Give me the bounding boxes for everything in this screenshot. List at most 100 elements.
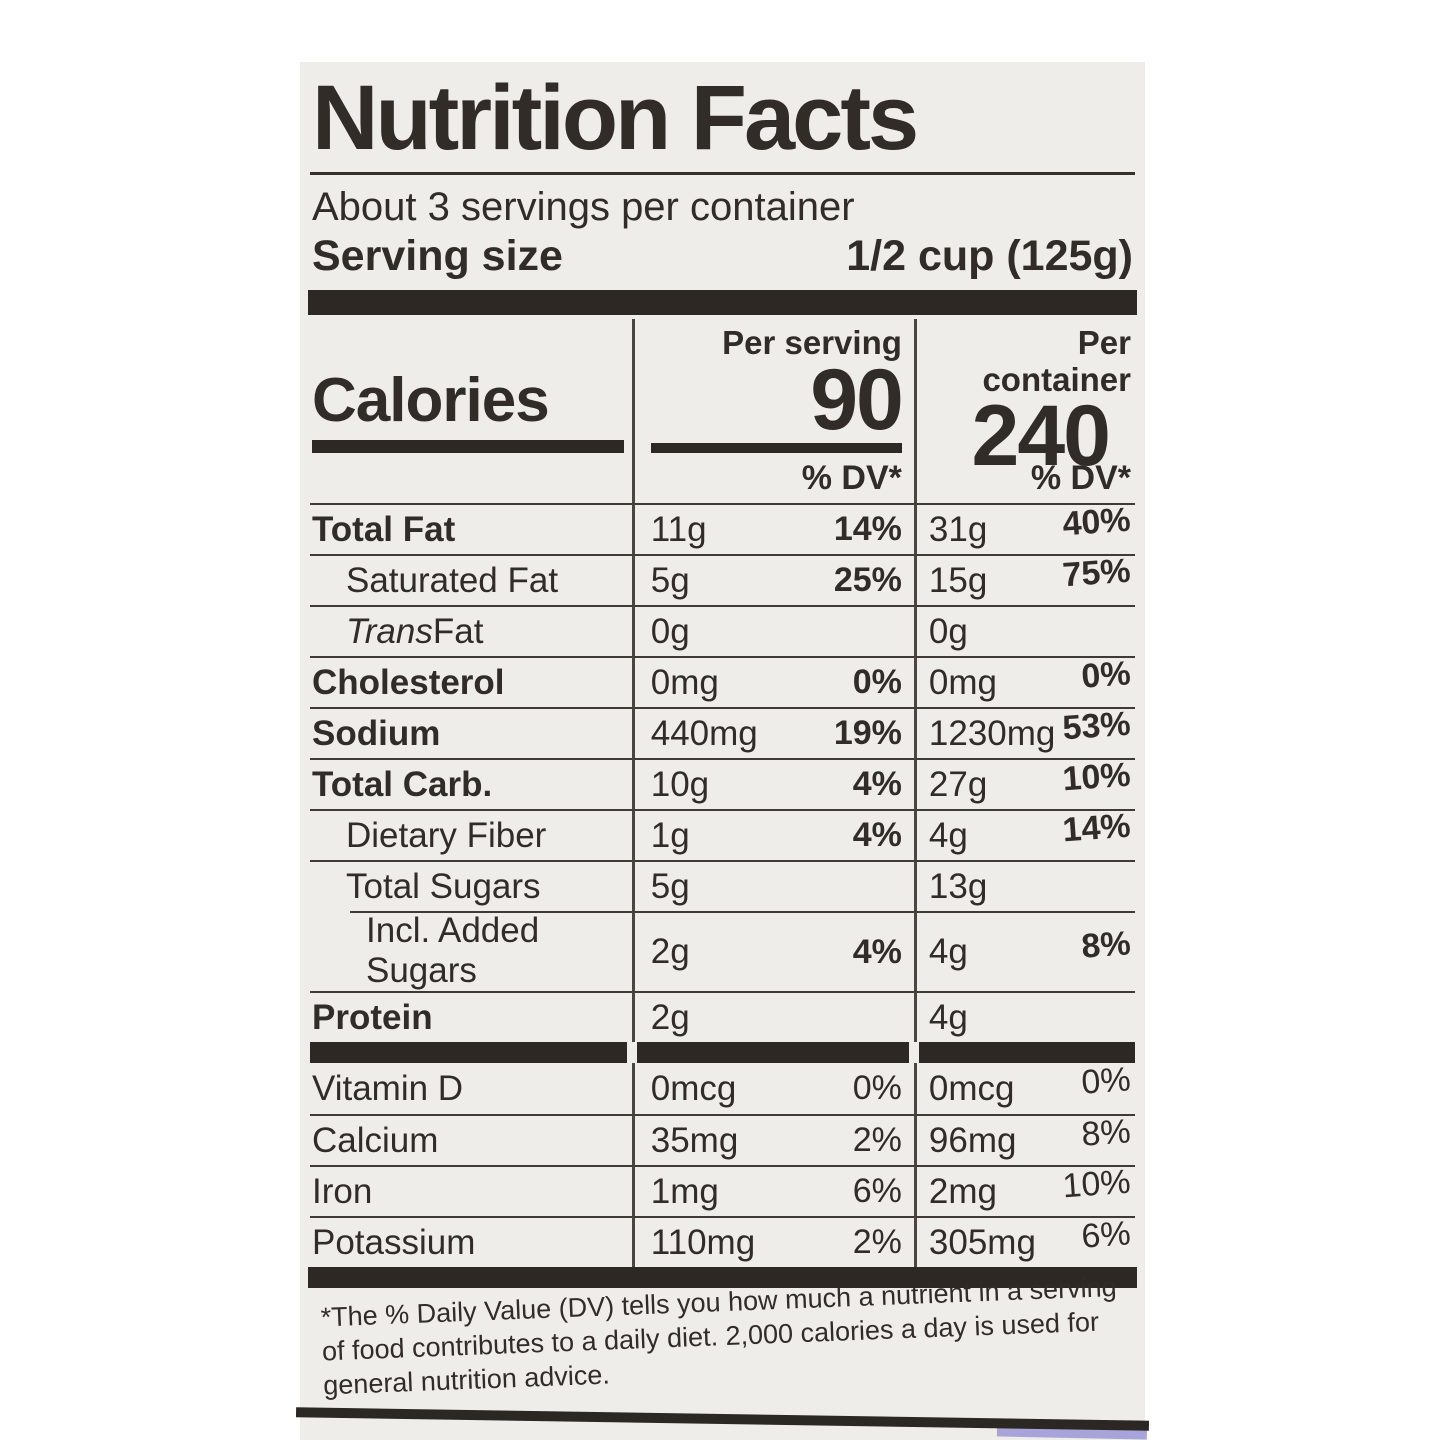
amount: 27g xyxy=(928,764,988,804)
calories-rule xyxy=(312,440,624,454)
daily-value-percent: 6% xyxy=(852,1172,902,1211)
nutrient-name-trans-fat: Trans Fat xyxy=(310,605,632,656)
bar xyxy=(636,1042,909,1064)
per-container-potassium: 305mg 6% xyxy=(913,1214,1135,1268)
section-bar-bottom xyxy=(308,1267,1137,1289)
label-bottom-edge-zone xyxy=(295,1404,1150,1440)
per-container-dietary-fiber: 4g 14% xyxy=(913,806,1135,861)
daily-value-percent: 4% xyxy=(852,765,902,804)
amount: 440mg xyxy=(650,713,758,753)
per-serving-header: Per serving xyxy=(722,324,902,362)
per-serving-calcium: 35mg 2% xyxy=(631,1114,914,1166)
label-edge-line xyxy=(295,1406,1150,1431)
daily-value-percent: 4% xyxy=(852,816,902,855)
amount: 1g xyxy=(650,815,690,855)
nutrient-name-potassium: Potassium xyxy=(310,1216,632,1267)
amount: 5g xyxy=(650,560,690,600)
per-serving-sodium: 440mg 19% xyxy=(631,707,914,759)
amount: 5g xyxy=(650,866,690,906)
nutrient-name-sodium: Sodium xyxy=(310,707,632,758)
serving-size-row: Serving size 1/2 cup (125g) xyxy=(312,232,1133,280)
per-serving-vitamin-d: 0mcg 0% xyxy=(631,1063,914,1115)
amount: 0mcg xyxy=(928,1068,1015,1108)
amount: 0mcg xyxy=(650,1068,737,1108)
nutrient-name-dietary-fiber: Dietary Fiber xyxy=(310,809,632,860)
per-container-incl-added-sugars: 4g 8% xyxy=(913,911,1135,992)
label-title: Nutrition Facts xyxy=(312,67,919,169)
per-serving-saturated-fat: 5g 25% xyxy=(631,554,914,606)
serving-size-label: Serving size xyxy=(312,232,563,280)
daily-value-percent: 8% xyxy=(1080,1112,1132,1154)
per-container-total-carb: 27g 10% xyxy=(913,755,1135,810)
amount: 4g xyxy=(928,815,968,855)
per-container-trans-fat: 0g xyxy=(913,605,1135,657)
per-serving-iron: 1mg 6% xyxy=(631,1165,914,1217)
amount: 4g xyxy=(928,997,968,1037)
nutrition-facts-label: Nutrition Facts About 3 servings per con… xyxy=(295,62,1150,1440)
dv-header-per-serving: % DV* xyxy=(631,453,914,504)
daily-value-percent: 10% xyxy=(1061,755,1132,799)
amount: 0g xyxy=(928,611,968,651)
daily-value-percent: 14% xyxy=(1061,806,1132,850)
nutrient-name-total-fat: Total Fat xyxy=(310,503,632,554)
amount: 0g xyxy=(650,611,690,651)
serving-size-value: 1/2 cup (125g) xyxy=(846,232,1133,280)
per-serving-total-sugars: 5g xyxy=(631,860,914,912)
nutrient-name-calcium: Calcium xyxy=(310,1114,632,1165)
daily-value-percent: 2% xyxy=(852,1121,902,1160)
daily-value-percent: 0% xyxy=(1080,1060,1132,1102)
amount: 0mg xyxy=(650,662,719,702)
nutrient-name-iron: Iron xyxy=(310,1165,632,1216)
daily-value-percent: 6% xyxy=(1080,1214,1132,1256)
dv-header-spacer xyxy=(310,453,632,503)
amount: 13g xyxy=(928,866,988,906)
nutrient-name-total-carb: Total Carb. xyxy=(310,758,632,809)
amount: 2mg xyxy=(928,1171,997,1211)
amount: 1mg xyxy=(650,1171,719,1211)
section-bar-mid-segment xyxy=(310,1042,632,1064)
per-container-iron: 2mg 10% xyxy=(913,1163,1135,1217)
amount: 0mg xyxy=(928,662,997,702)
amount: 35mg xyxy=(650,1120,739,1160)
per-serving-cholesterol: 0mg 0% xyxy=(631,656,914,708)
amount: 11g xyxy=(650,509,707,549)
nutrient-name-protein: Protein xyxy=(310,991,632,1042)
daily-value-percent: 0% xyxy=(852,663,902,702)
daily-value-percent: 25% xyxy=(833,561,902,600)
nutrient-name-incl-added-sugars: Incl. Added Sugars xyxy=(310,911,632,991)
calories-per-serving-value: 90 xyxy=(810,351,904,448)
amount: 2g xyxy=(650,997,690,1037)
daily-value-percent: 19% xyxy=(833,714,902,753)
dv-header-per-container: % DV* xyxy=(913,453,1135,504)
per-serving-total-fat: 11g 14% xyxy=(631,503,914,555)
amount: 10g xyxy=(650,764,710,804)
nutrient-name-saturated-fat: Saturated Fat xyxy=(310,554,632,605)
daily-value-percent: 0% xyxy=(1080,654,1132,696)
calories-per-container-cell: Per container 240 xyxy=(913,319,1135,479)
per-serving-trans-fat: 0g xyxy=(631,605,914,657)
per-container-total-fat: 31g 40% xyxy=(913,501,1135,555)
per-container-protein: 4g xyxy=(913,991,1135,1043)
section-bar-mid-segment xyxy=(914,1042,1135,1064)
nutrient-name-total-sugars: Total Sugars xyxy=(310,860,632,911)
amount: 15g xyxy=(928,560,988,600)
daily-value-percent: 2% xyxy=(852,1223,902,1262)
daily-value-percent: 53% xyxy=(1061,704,1132,748)
per-serving-dietary-fiber: 1g 4% xyxy=(631,809,914,861)
per-container-header: Per container xyxy=(982,324,1131,398)
amount: 2g xyxy=(650,932,690,972)
amount: 305mg xyxy=(928,1222,1036,1262)
per-container-cholesterol: 0mg 0% xyxy=(913,654,1135,708)
section-bar-mid-segment xyxy=(632,1042,914,1064)
calories-per-serving-cell: Per serving 90 xyxy=(631,319,914,454)
per-container-calcium: 96mg 8% xyxy=(913,1112,1135,1166)
daily-value-percent: 4% xyxy=(852,932,902,971)
amount: 31g xyxy=(928,509,988,549)
bar xyxy=(310,1042,627,1064)
per-container-vitamin-d: 0mcg 0% xyxy=(913,1060,1135,1115)
per-container-saturated-fat: 15g 75% xyxy=(913,552,1135,606)
nutrient-name-cholesterol: Cholesterol xyxy=(310,656,632,707)
calories-cell: Calories xyxy=(310,319,632,454)
per-serving-total-carb: 10g 4% xyxy=(631,758,914,810)
